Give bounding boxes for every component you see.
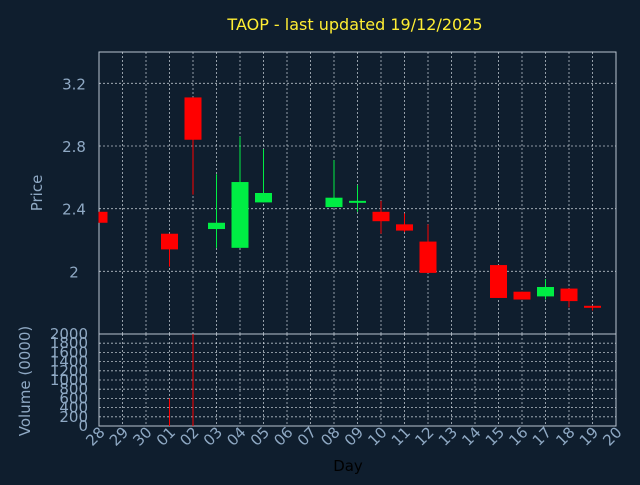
volume-y-tick-label: 800 bbox=[59, 380, 88, 398]
x-axis-label: Day bbox=[333, 457, 363, 475]
x-tick-labels: 2829300102030405060708091011121314151617… bbox=[82, 423, 625, 449]
x-tick-label: 05 bbox=[247, 423, 273, 449]
chart-title: TAOP - last updated 19/12/2025 bbox=[226, 15, 482, 34]
x-tick-label: 13 bbox=[435, 423, 461, 449]
x-tick-label: 02 bbox=[176, 423, 202, 449]
x-tick-label: 03 bbox=[200, 423, 226, 449]
price-y-tick-label: 3.2 bbox=[62, 75, 86, 93]
price-y-tick-label: 2.4 bbox=[62, 201, 86, 219]
x-tick-label: 06 bbox=[270, 423, 296, 449]
volume-bars bbox=[169, 334, 194, 426]
x-tick-label: 12 bbox=[411, 423, 437, 449]
x-tick-label: 19 bbox=[576, 423, 602, 449]
x-tick-label: 11 bbox=[388, 423, 414, 449]
candle-body bbox=[325, 197, 343, 208]
candle-body bbox=[184, 97, 202, 140]
price-y-tick-label: 2.8 bbox=[62, 138, 86, 156]
candle-body bbox=[513, 291, 531, 300]
candle-body bbox=[231, 182, 249, 248]
x-tick-label: 10 bbox=[364, 423, 390, 449]
candle-body bbox=[161, 233, 178, 250]
candle-body bbox=[537, 287, 554, 297]
candle-body bbox=[584, 305, 601, 308]
candle-body bbox=[349, 200, 366, 203]
candle-body bbox=[396, 224, 413, 231]
candle-body bbox=[372, 211, 390, 222]
volume-y-tick-label: 2000 bbox=[50, 325, 88, 343]
volume-y-tick-label: 0 bbox=[78, 417, 88, 435]
x-tick-label: 29 bbox=[106, 423, 132, 449]
x-tick-label: 07 bbox=[294, 423, 320, 449]
x-tick-label: 18 bbox=[552, 423, 578, 449]
x-tick-label: 01 bbox=[153, 423, 179, 449]
x-tick-label: 17 bbox=[529, 423, 555, 449]
candle-body bbox=[560, 288, 578, 302]
volume-y-tick-label: 1200 bbox=[50, 362, 88, 380]
volume-y-tick-label: 400 bbox=[59, 399, 88, 417]
candle-body bbox=[419, 241, 437, 273]
volume-y-tick-label: 600 bbox=[59, 389, 88, 407]
volume-y-tick-label: 200 bbox=[59, 408, 88, 426]
x-tick-label: 08 bbox=[317, 423, 343, 449]
volume-axis-label: Volume (0000) bbox=[16, 326, 34, 436]
volume-y-tick-label: 1000 bbox=[50, 371, 88, 389]
price-axis-label: Price bbox=[28, 175, 46, 212]
x-tick-label: 16 bbox=[505, 423, 531, 449]
x-tick-label: 09 bbox=[341, 423, 367, 449]
candle-body bbox=[99, 211, 108, 223]
volume-grid bbox=[99, 334, 616, 426]
candles bbox=[98, 97, 601, 311]
candle-body bbox=[255, 193, 272, 203]
x-tick-label: 30 bbox=[129, 423, 155, 449]
x-tick-label: 04 bbox=[223, 423, 249, 449]
x-tick-label: 14 bbox=[458, 423, 484, 449]
price-y-tick-label: 2 bbox=[69, 263, 79, 281]
price-y-ticks: 2 2.4 2.8 3.2 bbox=[62, 75, 86, 281]
x-tick-label: 20 bbox=[599, 423, 625, 449]
volume-y-tick-label: 1600 bbox=[50, 343, 88, 361]
candle-body bbox=[208, 222, 225, 230]
x-tick-label: 15 bbox=[482, 423, 508, 449]
volume-y-tick-label: 1400 bbox=[50, 353, 88, 371]
price-panel: 2 2.4 2.8 3.2 Price bbox=[28, 51, 617, 335]
volume-y-tick-label: 1800 bbox=[50, 334, 88, 352]
candle-body bbox=[490, 265, 507, 298]
